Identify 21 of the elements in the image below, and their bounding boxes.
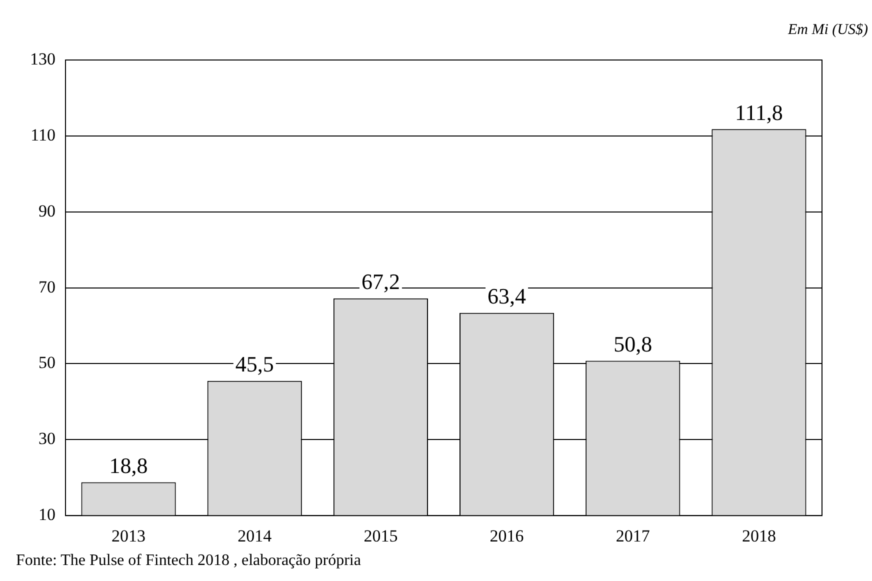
y-tick-label: 90 [38, 201, 56, 220]
y-tick-label: 10 [38, 505, 56, 524]
data-label: 45,5 [235, 352, 274, 377]
data-label: 50,8 [614, 331, 652, 356]
y-axis-title: Em Mi (US$) [788, 22, 868, 39]
data-label: 18,8 [109, 452, 148, 478]
y-tick-label: 50 [38, 353, 56, 372]
y-tick-label: 30 [38, 429, 56, 448]
y-tick-label: 130 [30, 49, 56, 68]
y-tick-label: 110 [30, 125, 56, 144]
x-tick-label: 2016 [490, 526, 524, 546]
x-tick-label: 2017 [616, 526, 650, 546]
source-note: Fonte: The Pulse of Fintech 2018 , elaboração própria [16, 552, 361, 570]
data-label: 111,8 [735, 100, 783, 125]
x-tick-label: 2015 [364, 526, 398, 546]
x-tick-label: 2014 [238, 526, 272, 546]
x-tick-label: 2018 [742, 526, 776, 546]
x-tick-label: 2013 [112, 526, 146, 546]
y-tick-label: 70 [38, 277, 56, 296]
data-label: 63,4 [488, 284, 526, 309]
data-label: 67,2 [361, 269, 400, 294]
